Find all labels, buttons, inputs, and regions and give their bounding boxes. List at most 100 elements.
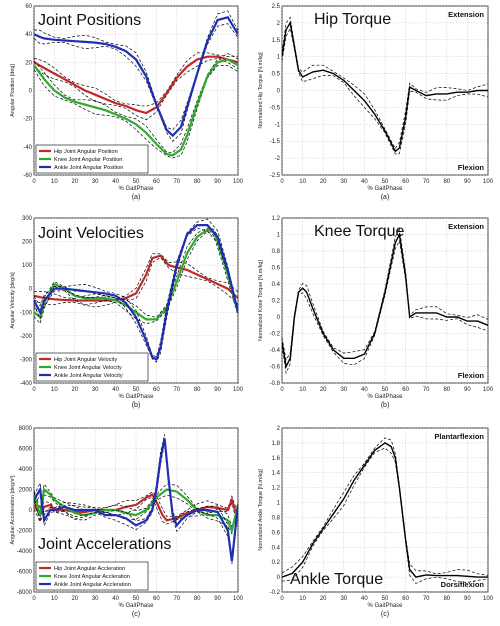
y-tick-label: 60: [25, 4, 32, 10]
y-axis-label: Normalized Hip Torque [N.m/kg]: [258, 52, 264, 129]
x-tick-label: 40: [112, 596, 119, 602]
x-tick-label: 30: [92, 179, 99, 185]
series-line: [34, 487, 238, 535]
x-tick-label: 10: [299, 387, 306, 393]
x-tick-label: 60: [402, 596, 409, 602]
series-upper-bound: [282, 437, 488, 576]
panel-title: Joint Positions: [38, 12, 141, 29]
series-line: [34, 228, 238, 321]
x-tick-label: 30: [340, 387, 347, 393]
x-tick-label: 0: [280, 387, 284, 393]
series-line: [34, 224, 238, 362]
x-tick-label: 20: [320, 387, 327, 393]
y-tick-label: 1.2: [272, 216, 281, 222]
series-2: [34, 218, 238, 363]
x-axis-label: % GaitPhase: [367, 603, 403, 609]
y-tick-label: -2000: [17, 529, 33, 535]
x-tick-label: 60: [153, 596, 160, 602]
x-tick-label: 90: [464, 179, 471, 185]
y-tick-label: -400: [20, 381, 33, 387]
x-tick-label: 100: [483, 596, 494, 602]
legend: Hip Joint Angular Accleration Knee Joint …: [35, 561, 149, 591]
panel-sublabel: (a): [132, 194, 141, 201]
y-tick-label: -6000: [17, 570, 33, 576]
x-tick-label: 30: [92, 596, 99, 602]
y-tick-label: 1.8: [272, 441, 281, 447]
y-tick-label: 0.2: [272, 299, 281, 305]
x-tick-label: 30: [340, 596, 347, 602]
x-tick-label: 100: [483, 179, 494, 185]
x-tick-label: 60: [153, 179, 160, 185]
legend: Hip Joint Angular Position Knee Joint Ang…: [35, 144, 149, 174]
series-line: [34, 55, 238, 115]
x-tick-label: 10: [299, 179, 306, 185]
bottom-annotation: Dorsiflexion: [441, 580, 485, 589]
series-lower-bound: [34, 257, 238, 308]
panel-hip: 0 10 20 30 40 50 60 70 80 90 100 2.5 2 1.5 1 0.5 0 -0.5 -1…: [258, 4, 494, 201]
x-tick-label: 100: [233, 596, 244, 602]
legend-box: [35, 561, 149, 591]
x-tick-label: 60: [402, 387, 409, 393]
x-tick-label: 0: [280, 596, 284, 602]
series-line: [282, 442, 488, 578]
y-tick-label: 0: [29, 287, 33, 293]
x-tick-label: 10: [51, 596, 58, 602]
x-tick-label: 40: [361, 387, 368, 393]
x-tick-label: 70: [423, 387, 430, 393]
y-tick-label: 0.6: [272, 266, 281, 272]
x-tick-label: 20: [71, 387, 78, 393]
series-lower-bound: [282, 447, 488, 584]
y-tick-label: -0.2: [270, 590, 281, 596]
series-upper-bound: [282, 16, 488, 150]
top-annotation: Plantarflexion: [434, 432, 484, 441]
y-tick-label: 6000: [19, 447, 33, 453]
y-tick-label: 20: [25, 60, 32, 66]
x-tick-label: 20: [320, 179, 327, 185]
x-axis-label: % GaitPhase: [118, 394, 154, 400]
y-tick-label: 0.8: [272, 249, 281, 255]
y-tick-label: 300: [22, 216, 33, 222]
x-tick-label: 80: [443, 387, 450, 393]
y-tick-label: -0.5: [270, 105, 281, 111]
series-lower-bound: [282, 239, 488, 375]
x-tick-label: 20: [320, 596, 327, 602]
x-tick-label: 70: [423, 179, 430, 185]
x-tick-label: 10: [51, 387, 58, 393]
y-tick-label: -20: [23, 117, 32, 123]
x-tick-label: 50: [133, 387, 140, 393]
series-line: [34, 58, 238, 157]
panel-title: Hip Torque: [314, 11, 391, 28]
y-tick-label: 0.5: [272, 72, 281, 78]
series-1: [34, 53, 238, 159]
y-tick-label: -60: [23, 173, 32, 179]
y-tick-label: 0.4: [272, 545, 281, 551]
x-tick-label: 40: [361, 596, 368, 602]
legend-box: [35, 352, 149, 382]
panel-sublabel: (c): [381, 611, 389, 618]
y-tick-label: 2: [277, 426, 281, 432]
legend-label: Ankle Joint Angular Velocity: [54, 373, 123, 379]
legend-label: Hip Joint Angular Position: [54, 149, 118, 155]
y-tick-label: -0.6: [270, 365, 281, 371]
y-tick-label: 200: [22, 240, 33, 246]
series-upper-bound: [34, 491, 238, 517]
panel-sublabel: (c): [132, 611, 140, 618]
series-upper-bound: [34, 483, 238, 529]
bottom-annotation: Flexion: [458, 163, 485, 172]
y-tick-label: -4000: [17, 549, 33, 555]
y-tick-label: -8000: [17, 590, 33, 596]
x-tick-label: 80: [443, 179, 450, 185]
panel-title: Joint Velocities: [38, 225, 144, 242]
series-1: [34, 483, 238, 535]
legend: Hip Joint Angular Velocity Knee Joint Ang…: [35, 352, 149, 382]
panel-title: Knee Torque: [314, 223, 405, 240]
series-lower-bound: [34, 494, 238, 535]
y-tick-label: 0: [277, 575, 281, 581]
y-tick-label: 1.4: [272, 471, 281, 477]
x-axis-label: % GaitPhase: [118, 603, 154, 609]
x-tick-label: 0: [32, 179, 36, 185]
x-axis-label: % GaitPhase: [367, 394, 403, 400]
x-tick-label: 20: [71, 179, 78, 185]
panel-sublabel: (b): [381, 402, 390, 409]
